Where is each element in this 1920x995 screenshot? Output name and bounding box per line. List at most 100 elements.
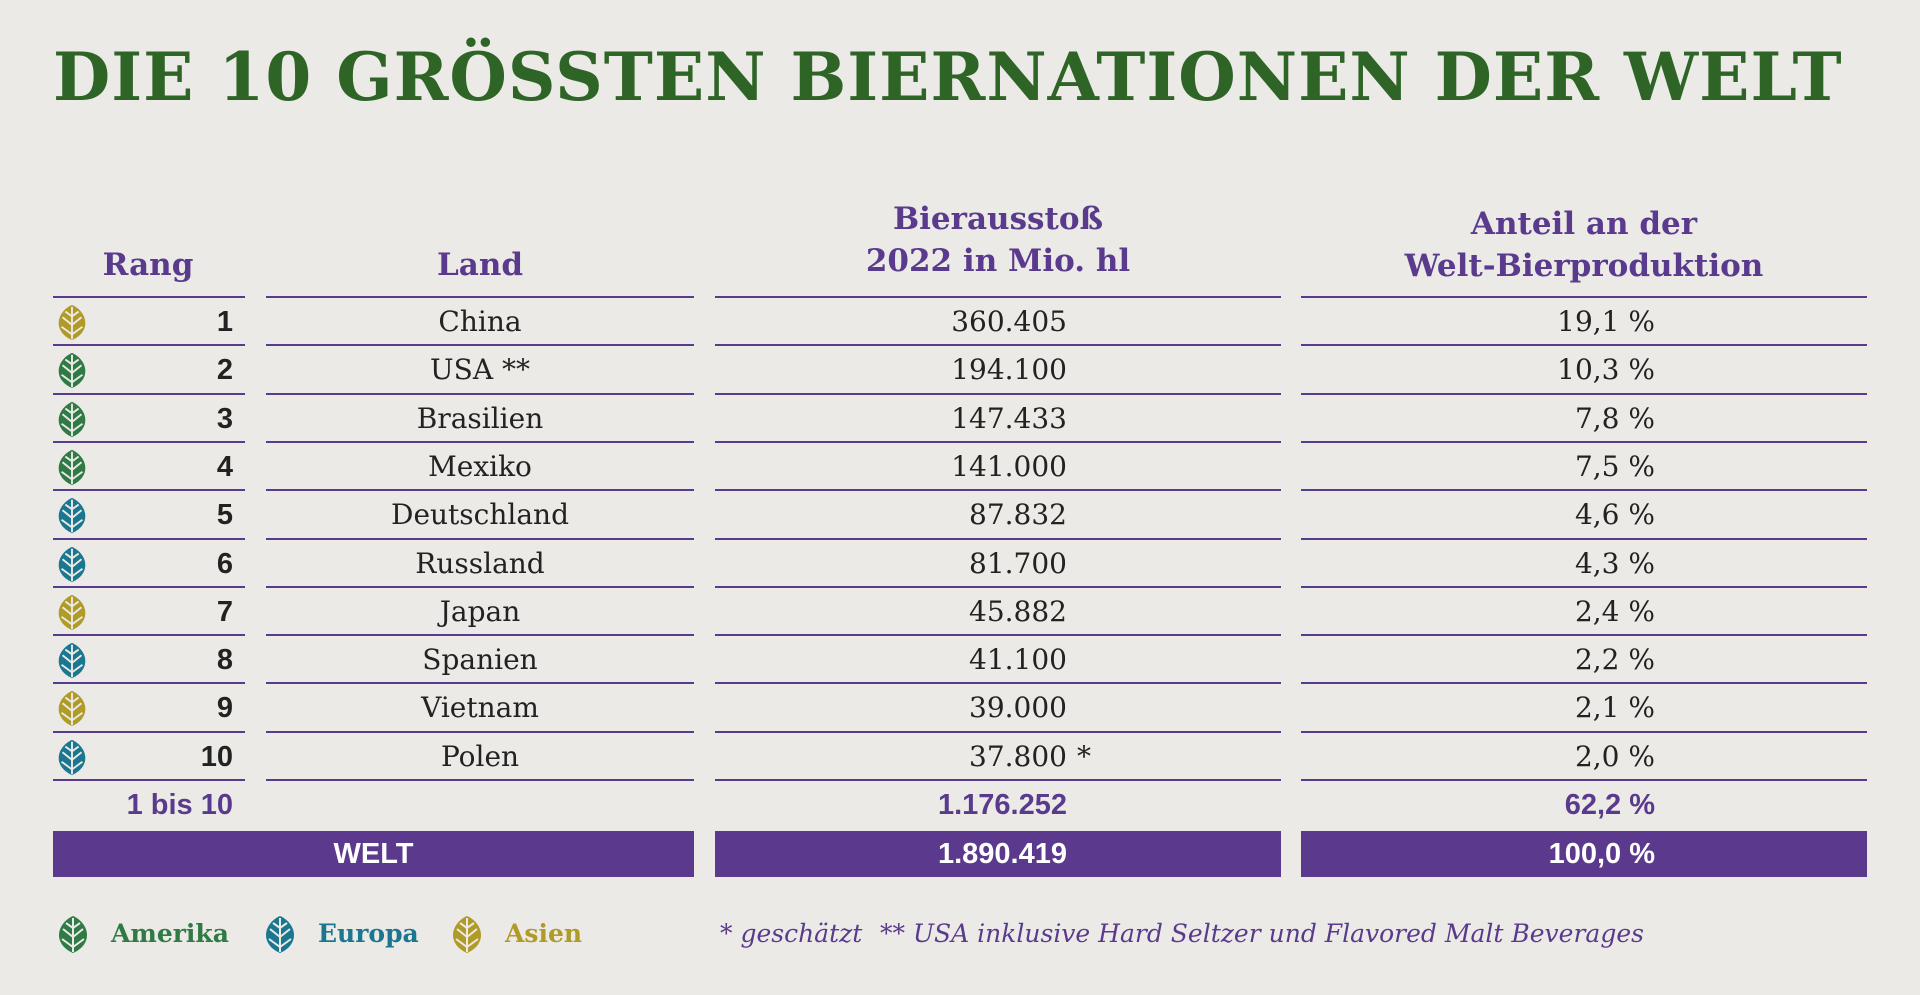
row-divider xyxy=(53,682,245,685)
header-rank: Rang xyxy=(53,244,243,286)
page-title: DIE 10 GRÖSSTEN BIERNATIONEN DER WELT xyxy=(53,38,1843,116)
country-cell: China xyxy=(438,305,522,338)
rank-cell: 6 xyxy=(216,547,233,580)
rank-cell: 10 xyxy=(200,740,233,773)
output-cell: 87.832 xyxy=(969,498,1067,532)
output-cell: 147.433 xyxy=(951,401,1067,435)
row-divider xyxy=(266,682,694,685)
subtotal-share: 62,2 % xyxy=(1564,789,1655,821)
row-divider xyxy=(715,489,1281,492)
rank-cell: 5 xyxy=(216,499,233,532)
row-divider xyxy=(715,344,1281,347)
rank-cell: 8 xyxy=(216,644,233,677)
row-divider xyxy=(1301,489,1867,492)
country-cell: USA ** xyxy=(430,353,530,387)
output-cell: 360.405 xyxy=(951,305,1067,338)
row-divider xyxy=(266,779,694,781)
header-share-line2: Welt-Bierproduktion xyxy=(1404,248,1764,284)
row-divider xyxy=(53,779,245,781)
rank-cell: 4 xyxy=(216,450,233,483)
header-share-line1: Anteil an der xyxy=(1470,206,1698,242)
hop-icon xyxy=(53,641,91,683)
hop-icon xyxy=(53,496,91,538)
row-divider xyxy=(715,730,1281,733)
row-divider xyxy=(266,440,694,443)
output-cell: 37.800 xyxy=(969,739,1067,773)
table-row: 10 Polen 37.800 * 2,0 % xyxy=(0,733,1920,781)
row-divider xyxy=(1301,779,1867,781)
legend-label: Amerika xyxy=(111,919,229,948)
row-divider xyxy=(715,440,1281,443)
share-cell: 4,6 % xyxy=(1574,498,1655,532)
hop-icon xyxy=(53,914,93,971)
table-row: 1 China 360.405 19,1 % xyxy=(0,298,1920,346)
hop-icon xyxy=(53,303,91,345)
row-divider xyxy=(266,537,694,540)
total-output: 1.890.419 xyxy=(715,831,1281,878)
table-row: 2 USA ** 194.100 10,3 % xyxy=(0,346,1920,394)
header-share: Anteil an der Welt-Bierproduktion xyxy=(1301,203,1867,287)
row-divider xyxy=(715,585,1281,588)
row-divider xyxy=(1301,585,1867,588)
share-cell: 19,1 % xyxy=(1557,305,1655,338)
output-cell: 194.100 xyxy=(951,353,1067,387)
row-divider xyxy=(266,392,694,395)
row-divider xyxy=(53,344,245,347)
row-divider xyxy=(266,634,694,637)
row-divider xyxy=(1301,440,1867,443)
country-cell: Brasilien xyxy=(416,401,544,435)
row-divider xyxy=(266,489,694,492)
row-divider xyxy=(1301,344,1867,347)
row-divider xyxy=(715,634,1281,637)
header-country: Land xyxy=(266,244,694,286)
subtotal-label: 1 bis 10 xyxy=(126,789,233,821)
row-divider xyxy=(53,440,245,443)
rank-cell: 1 xyxy=(216,306,233,338)
row-divider xyxy=(715,392,1281,395)
table-row: 9 Vietnam 39.000 2,1 % xyxy=(0,684,1920,732)
hop-icon xyxy=(53,400,91,442)
share-cell: 10,3 % xyxy=(1557,353,1655,387)
table-row: 6 Russland 81.700 4,3 % xyxy=(0,540,1920,588)
hop-icon xyxy=(260,914,300,971)
legend-label: Europa xyxy=(318,919,419,948)
share-cell: 2,4 % xyxy=(1574,594,1655,628)
hop-icon xyxy=(53,593,91,635)
row-divider xyxy=(266,730,694,733)
share-cell: 7,5 % xyxy=(1574,449,1655,483)
row-divider xyxy=(715,682,1281,685)
row-divider xyxy=(715,537,1281,540)
row-divider xyxy=(53,730,245,733)
hop-icon xyxy=(53,351,91,393)
header-divider xyxy=(1301,296,1867,298)
header-country-label: Land xyxy=(436,247,524,283)
country-cell: Japan xyxy=(439,594,521,628)
rank-cell: 2 xyxy=(216,354,233,387)
row-divider xyxy=(1301,392,1867,395)
share-cell: 2,1 % xyxy=(1574,691,1655,725)
subtotal-output: 1.176.252 xyxy=(937,789,1067,821)
share-cell: 2,0 % xyxy=(1574,739,1655,773)
row-divider xyxy=(266,344,694,347)
hop-icon xyxy=(53,738,91,780)
hop-icon xyxy=(53,545,91,587)
total-share: 100,0 % xyxy=(1301,831,1867,878)
rank-cell: 3 xyxy=(216,402,233,435)
country-cell: Russland xyxy=(415,546,545,580)
total-label: WELT xyxy=(53,831,694,878)
share-cell: 2,2 % xyxy=(1574,643,1655,677)
row-divider xyxy=(1301,634,1867,637)
legend-label: Asien xyxy=(505,919,583,948)
table-row: 8 Spanien 41.100 2,2 % xyxy=(0,636,1920,684)
country-cell: Vietnam xyxy=(421,691,539,725)
row-divider xyxy=(1301,730,1867,733)
output-note: * xyxy=(1077,739,1091,773)
header-divider xyxy=(53,296,245,298)
rank-cell: 7 xyxy=(216,595,233,628)
country-cell: Mexiko xyxy=(428,449,532,483)
output-cell: 39.000 xyxy=(969,691,1067,725)
output-cell: 45.882 xyxy=(969,594,1067,628)
subtotal-row: 1 bis 10 1.176.252 62,2 % xyxy=(0,781,1920,829)
header-output-line1: Bierausstoß xyxy=(892,201,1104,237)
output-cell: 41.100 xyxy=(969,643,1067,677)
